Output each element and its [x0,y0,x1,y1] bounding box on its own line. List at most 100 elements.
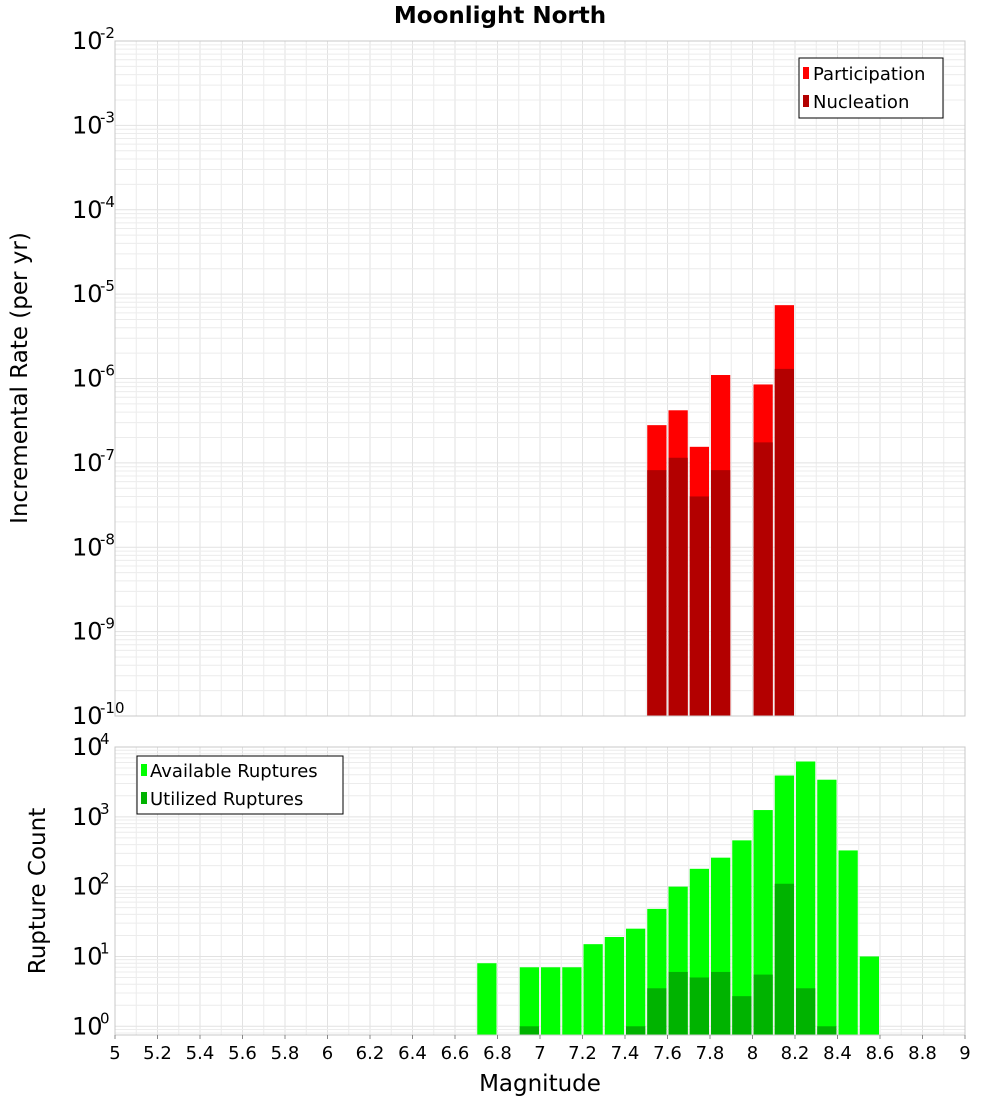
y-tick-exponent: -6 [100,362,115,380]
y-tick-exponent: -2 [100,24,115,42]
rupture-count-legend: Available Ruptures Utilized Ruptures [136,755,344,815]
x-tick-label: 9 [959,1043,970,1064]
y-tick-label: 10-8 [72,530,115,561]
x-tick-label: 6.4 [398,1043,427,1064]
y-tick-base: 10 [72,1012,103,1040]
y-tick-base: 10 [72,702,103,730]
y-tick-base: 10 [72,196,103,224]
incremental-rate-plot-border [114,40,966,717]
utilized-ruptures-bar [668,971,688,1035]
y-tick-exponent: 0 [100,1009,110,1027]
x-tick-label: 5.4 [186,1043,215,1064]
utilized-ruptures-legend-label: Utilized Ruptures [150,789,303,810]
y-tick-base: 10 [72,449,103,477]
y-tick-exponent: -10 [100,699,125,717]
utilized-ruptures-bar [626,1026,646,1035]
incremental-rate-legend: Participation Nucleation [798,57,944,119]
y-tick-base: 10 [72,533,103,561]
x-tick-label: 5.2 [143,1043,172,1064]
y-tick-label: 100 [72,1009,110,1040]
x-tick-label: 5 [109,1043,120,1064]
x-axis-label: Magnitude [479,1071,601,1097]
y-tick-label: 10-10 [72,699,125,730]
y-tick-label: 10-5 [72,277,115,308]
available-ruptures-bar [796,761,816,1035]
nucleation-bar [647,470,667,716]
x-tick-label: 6.8 [483,1043,512,1064]
x-tick-label: 7.6 [653,1043,682,1064]
available-ruptures-bar [477,963,497,1035]
y-tick-label: 103 [72,800,110,831]
available-ruptures-bar [541,967,561,1035]
utilized-ruptures-bar [647,988,667,1035]
y-tick-exponent: -5 [100,277,115,295]
nucleation-legend-swatch [803,95,809,107]
y-tick-base: 10 [72,733,103,761]
legend-box [136,755,344,815]
y-tick-label: 10-7 [72,446,115,477]
available-ruptures-bar [604,936,624,1035]
y-tick-exponent: -7 [100,446,115,464]
available-ruptures-bar [859,956,879,1035]
y-tick-exponent: -3 [100,108,115,126]
x-axis-ticks: 5 5.2 5.4 5.6 5.8 6 6.2 6.4 6.6 6.8 7 7.2 7.4 7.6 7.8 8… [109,1035,971,1064]
y-tick-label: 10-4 [72,193,115,224]
x-tick-label: 6.2 [356,1043,385,1064]
x-tick-label: 8.6 [866,1043,895,1064]
rupture-count-bars [477,761,879,1035]
y-tick-exponent: 2 [100,870,110,888]
utilized-ruptures-bar [774,883,794,1035]
y-tick-exponent: -4 [100,193,115,211]
y-tick-base: 10 [72,873,103,901]
nucleation-bar [668,457,688,716]
participation-legend-label: Participation [813,64,925,85]
y-tick-base: 10 [72,365,103,393]
rupture-count-y-axis-label: Rupture Count [25,808,51,974]
incremental-rate-panel: 10-210-310-410-510-610-710-810-910-10 In… [7,24,966,730]
nucleation-legend-label: Nucleation [813,92,909,113]
available-ruptures-bar [817,779,837,1035]
available-ruptures-bar [562,967,582,1035]
nucleation-bar [774,368,794,716]
nucleation-bar [689,496,709,716]
y-tick-exponent: 4 [100,730,110,748]
utilized-ruptures-bar [689,977,709,1035]
y-tick-label: 101 [72,939,110,970]
available-ruptures-bar [732,840,752,1035]
y-tick-exponent: 3 [100,800,110,818]
x-tick-label: 5.6 [228,1043,257,1064]
available-ruptures-bar [519,967,539,1035]
available-ruptures-legend-swatch [141,764,147,776]
y-tick-base: 10 [72,618,103,646]
nucleation-bar [753,442,773,716]
utilized-ruptures-bar [817,1026,837,1035]
x-tick-label: 7 [534,1043,545,1064]
y-tick-label: 10-2 [72,24,115,55]
utilized-ruptures-bar [732,996,752,1035]
y-tick-base: 10 [72,803,103,831]
x-tick-label: 5.8 [271,1043,300,1064]
y-tick-label: 10-9 [72,615,115,646]
x-tick-label: 6.6 [441,1043,470,1064]
utilized-ruptures-legend-swatch [141,792,147,804]
available-ruptures-bar [583,944,603,1035]
available-ruptures-legend-label: Available Ruptures [150,761,318,782]
y-tick-base: 10 [72,280,103,308]
x-tick-label: 8.2 [781,1043,810,1064]
y-tick-label: 10-3 [72,108,115,139]
incremental-rate-grid [114,40,966,717]
y-tick-base: 10 [72,111,103,139]
participation-legend-swatch [803,67,809,79]
y-tick-base: 10 [72,27,103,55]
x-tick-label: 7.2 [568,1043,597,1064]
y-tick-exponent: -9 [100,615,115,633]
incremental-rate-bars [647,305,794,716]
x-tick-label: 8.8 [908,1043,937,1064]
y-tick-label: 104 [72,730,110,761]
y-tick-exponent: -8 [100,530,115,548]
chart-title: Moonlight North [394,3,606,29]
x-tick-label: 7.8 [696,1043,725,1064]
